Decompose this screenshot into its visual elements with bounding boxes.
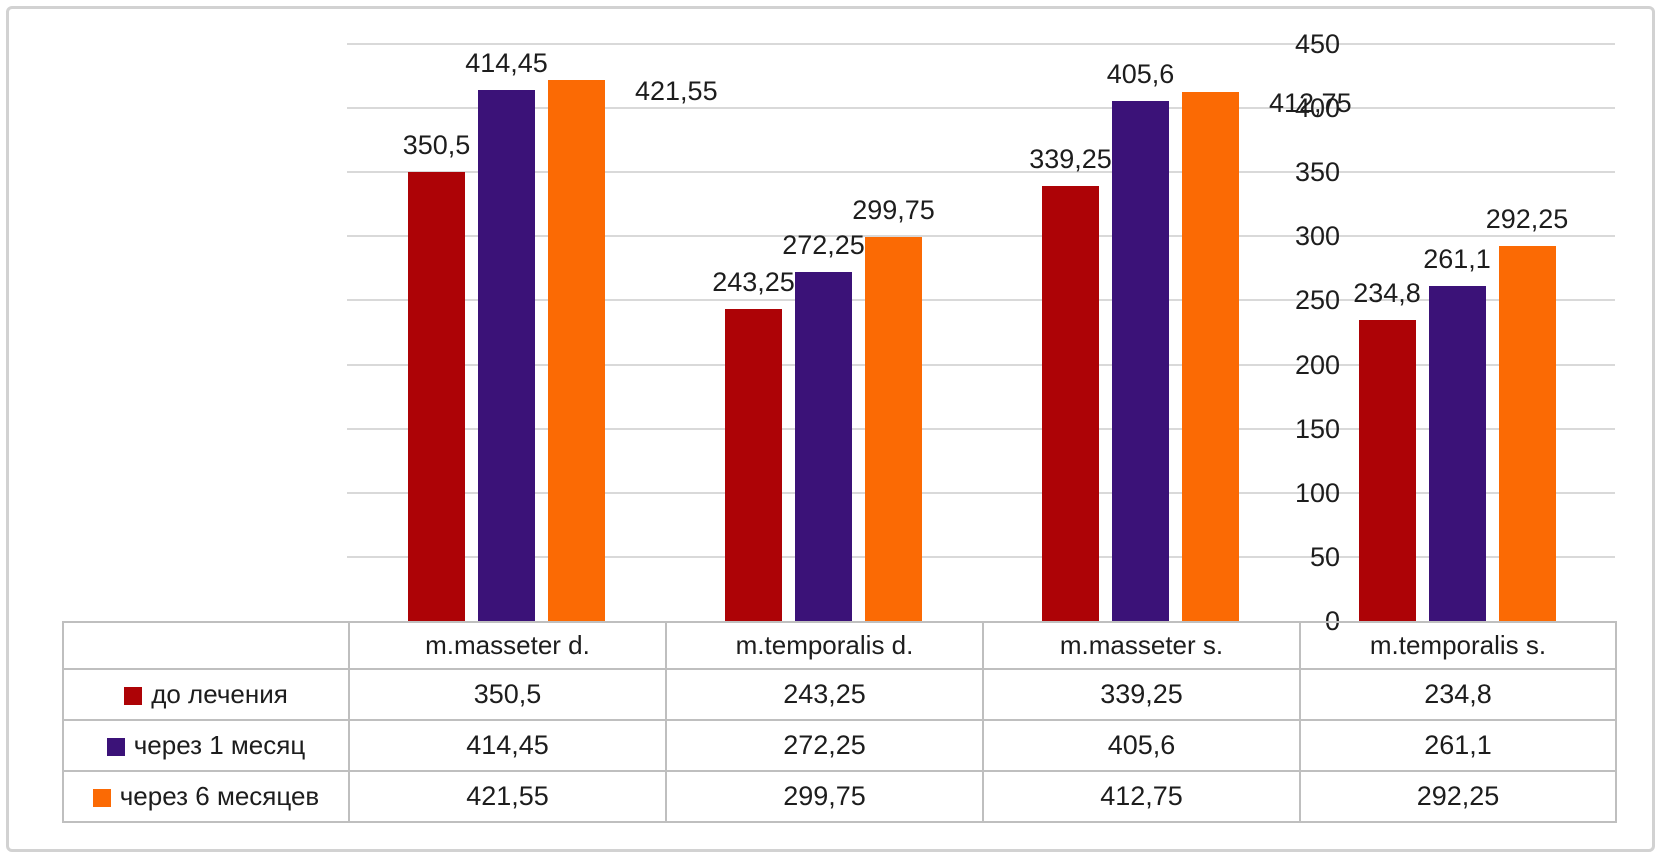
gridline [347, 299, 1615, 302]
data-label: 261,1 [1423, 244, 1491, 275]
bar-через 1 месяц-m.temporalis s. [1428, 286, 1486, 621]
gridline [347, 171, 1615, 174]
data-label: 421,55 [635, 76, 718, 107]
data-table: m.masseter d. m.temporalis d. m.masseter s… [62, 621, 1617, 823]
bar-до лечения-m.masseter s. [1042, 186, 1099, 621]
category-header-cell: m.temporalis d. [665, 621, 984, 670]
bar-до лечения-m.temporalis s. [1358, 319, 1416, 621]
gridline [347, 427, 1615, 430]
value-cell: 272,25 [665, 719, 984, 772]
chart-data-table: m.masseter d. m.temporalis d. m.masseter s… [62, 621, 1617, 823]
value-cell: 412,75 [982, 770, 1301, 823]
value-cell: 350,5 [348, 668, 667, 721]
legend-swatch [106, 738, 125, 756]
legend-cell: через 6 месяцев [62, 770, 350, 823]
bar-через 1 месяц-m.masseter d. [478, 89, 535, 621]
data-label: 350,5 [402, 129, 471, 160]
legend-swatch [124, 687, 143, 705]
gridline [347, 555, 1615, 558]
value-cell: 234,8 [1299, 668, 1617, 721]
value-cell: 339,25 [982, 668, 1301, 721]
gridline [347, 363, 1615, 366]
bar-через 6 месяцев-m.masseter s. [1182, 91, 1239, 621]
bar-до лечения-m.temporalis d. [725, 309, 782, 621]
y-axis-tick-label: 250 [1294, 285, 1340, 316]
legend-label: через 6 месяцев [119, 781, 320, 811]
legend-cell: до лечения [62, 668, 350, 721]
bar-через 6 месяцев-m.masseter d. [548, 80, 605, 621]
legend-swatch [92, 789, 111, 807]
data-label: 414,45 [465, 47, 548, 78]
bar-через 1 месяц-m.temporalis d. [795, 271, 852, 621]
legend-cell: через 1 месяц [62, 719, 350, 772]
data-label: 234,8 [1353, 277, 1421, 308]
table-corner-cell [62, 621, 350, 670]
data-label: 292,25 [1485, 204, 1569, 235]
data-label: 299,75 [852, 194, 935, 225]
category-header-cell: m.masseter d. [348, 621, 667, 670]
value-cell: 414,45 [348, 719, 667, 772]
legend-label: через 1 месяц [133, 730, 306, 760]
legend-label: до лечения [151, 679, 288, 709]
value-cell: 421,55 [348, 770, 667, 823]
y-axis-tick-label: 300 [1294, 221, 1340, 252]
bar-через 1 месяц-m.masseter s. [1112, 100, 1169, 621]
y-axis-tick-label: 50 [1309, 541, 1340, 572]
category-header-cell: m.temporalis s. [1299, 621, 1617, 670]
table-row: через 1 месяц 414,45 272,25 405,6 261,1 [62, 719, 1617, 772]
y-axis-tick-label: 100 [1294, 477, 1340, 508]
plot-area: 0 50 100 150 200 250 300 350 400 450 350,5 243,25 33… [347, 29, 1615, 636]
data-label: 405,6 [1106, 58, 1175, 89]
bar-через 6 месяцев-m.temporalis d. [865, 236, 922, 621]
bar-до лечения-m.masseter d. [408, 171, 465, 621]
gridline [347, 491, 1615, 494]
value-cell: 243,25 [665, 668, 984, 721]
data-label: 412,75 [1269, 87, 1352, 118]
table-row: до лечения 350,5 243,25 339,25 234,8 [62, 668, 1617, 721]
value-cell: 261,1 [1299, 719, 1617, 772]
y-axis-tick-label: 350 [1294, 157, 1340, 188]
data-label: 243,25 [712, 267, 795, 298]
data-label: 339,25 [1029, 144, 1112, 174]
y-axis-tick-label: 400 [1294, 93, 1340, 124]
category-header-cell: m.masseter s. [982, 621, 1301, 670]
value-cell: 299,75 [665, 770, 984, 823]
gridline [347, 43, 1615, 45]
data-label: 272,25 [782, 229, 865, 260]
bar-через 6 месяцев-m.temporalis s. [1498, 246, 1556, 621]
y-axis-tick-label: 150 [1294, 413, 1340, 444]
value-cell: 405,6 [982, 719, 1301, 772]
table-row: через 6 месяцев 421,55 299,75 412,75 292,25 [62, 770, 1617, 823]
gridline [347, 107, 1615, 110]
value-cell: 292,25 [1299, 770, 1617, 823]
gridline [347, 235, 1615, 238]
y-axis-tick-label: 450 [1294, 29, 1340, 59]
y-axis-tick-label: 200 [1294, 349, 1340, 380]
